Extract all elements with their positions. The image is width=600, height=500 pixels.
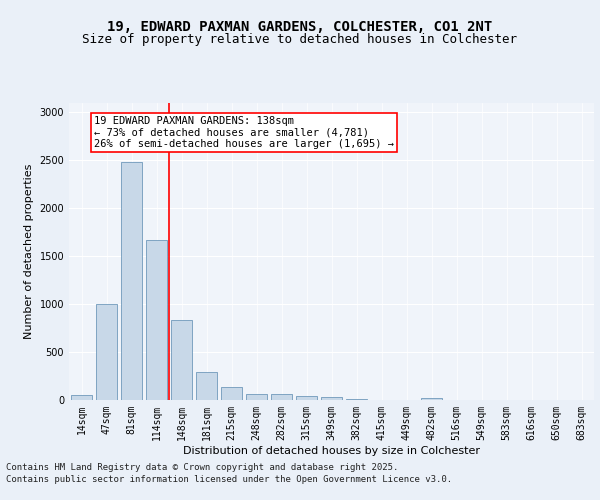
- Bar: [421, 398, 442, 400]
- Bar: [146, 240, 167, 400]
- Bar: [321, 397, 342, 400]
- X-axis label: Distribution of detached houses by size in Colchester: Distribution of detached houses by size …: [183, 446, 480, 456]
- Bar: [246, 394, 267, 400]
- Bar: [271, 394, 292, 400]
- Bar: [96, 304, 117, 400]
- Bar: [296, 396, 317, 400]
- Y-axis label: Number of detached properties: Number of detached properties: [24, 164, 34, 339]
- Text: Contains HM Land Registry data © Crown copyright and database right 2025.: Contains HM Land Registry data © Crown c…: [6, 464, 398, 472]
- Text: Size of property relative to detached houses in Colchester: Size of property relative to detached ho…: [83, 32, 517, 46]
- Bar: [346, 399, 367, 400]
- Text: 19 EDWARD PAXMAN GARDENS: 138sqm
← 73% of detached houses are smaller (4,781)
26: 19 EDWARD PAXMAN GARDENS: 138sqm ← 73% o…: [94, 116, 394, 149]
- Bar: [171, 320, 192, 400]
- Bar: [221, 386, 242, 400]
- Bar: [71, 395, 92, 400]
- Text: 19, EDWARD PAXMAN GARDENS, COLCHESTER, CO1 2NT: 19, EDWARD PAXMAN GARDENS, COLCHESTER, C…: [107, 20, 493, 34]
- Bar: [121, 162, 142, 400]
- Bar: [196, 372, 217, 400]
- Text: Contains public sector information licensed under the Open Government Licence v3: Contains public sector information licen…: [6, 474, 452, 484]
